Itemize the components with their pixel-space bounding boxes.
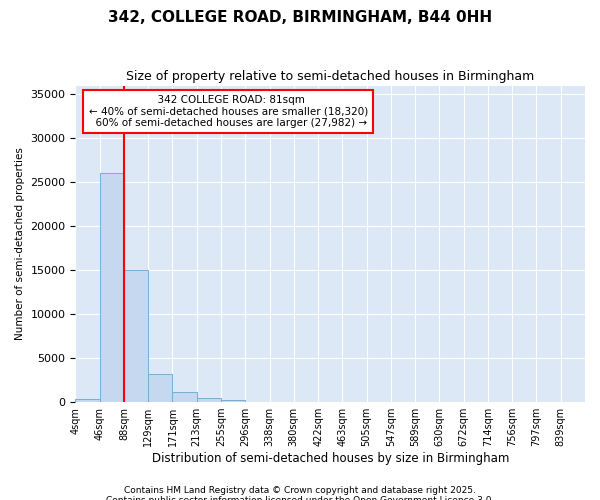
X-axis label: Distribution of semi-detached houses by size in Birmingham: Distribution of semi-detached houses by … bbox=[152, 452, 509, 465]
Text: Contains public sector information licensed under the Open Government Licence 3.: Contains public sector information licen… bbox=[106, 496, 494, 500]
Bar bbox=[172, 392, 197, 402]
Bar bbox=[76, 400, 100, 402]
Bar bbox=[100, 174, 124, 402]
Title: Size of property relative to semi-detached houses in Birmingham: Size of property relative to semi-detach… bbox=[126, 70, 535, 83]
Text: 342 COLLEGE ROAD: 81sqm
← 40% of semi-detached houses are smaller (18,320)
  60%: 342 COLLEGE ROAD: 81sqm ← 40% of semi-de… bbox=[89, 95, 368, 128]
Y-axis label: Number of semi-detached properties: Number of semi-detached properties bbox=[15, 148, 25, 340]
Bar bbox=[197, 398, 221, 402]
Bar bbox=[148, 374, 172, 402]
Text: Contains HM Land Registry data © Crown copyright and database right 2025.: Contains HM Land Registry data © Crown c… bbox=[124, 486, 476, 495]
Bar bbox=[124, 270, 148, 402]
Text: 342, COLLEGE ROAD, BIRMINGHAM, B44 0HH: 342, COLLEGE ROAD, BIRMINGHAM, B44 0HH bbox=[108, 10, 492, 25]
Bar bbox=[221, 400, 245, 402]
